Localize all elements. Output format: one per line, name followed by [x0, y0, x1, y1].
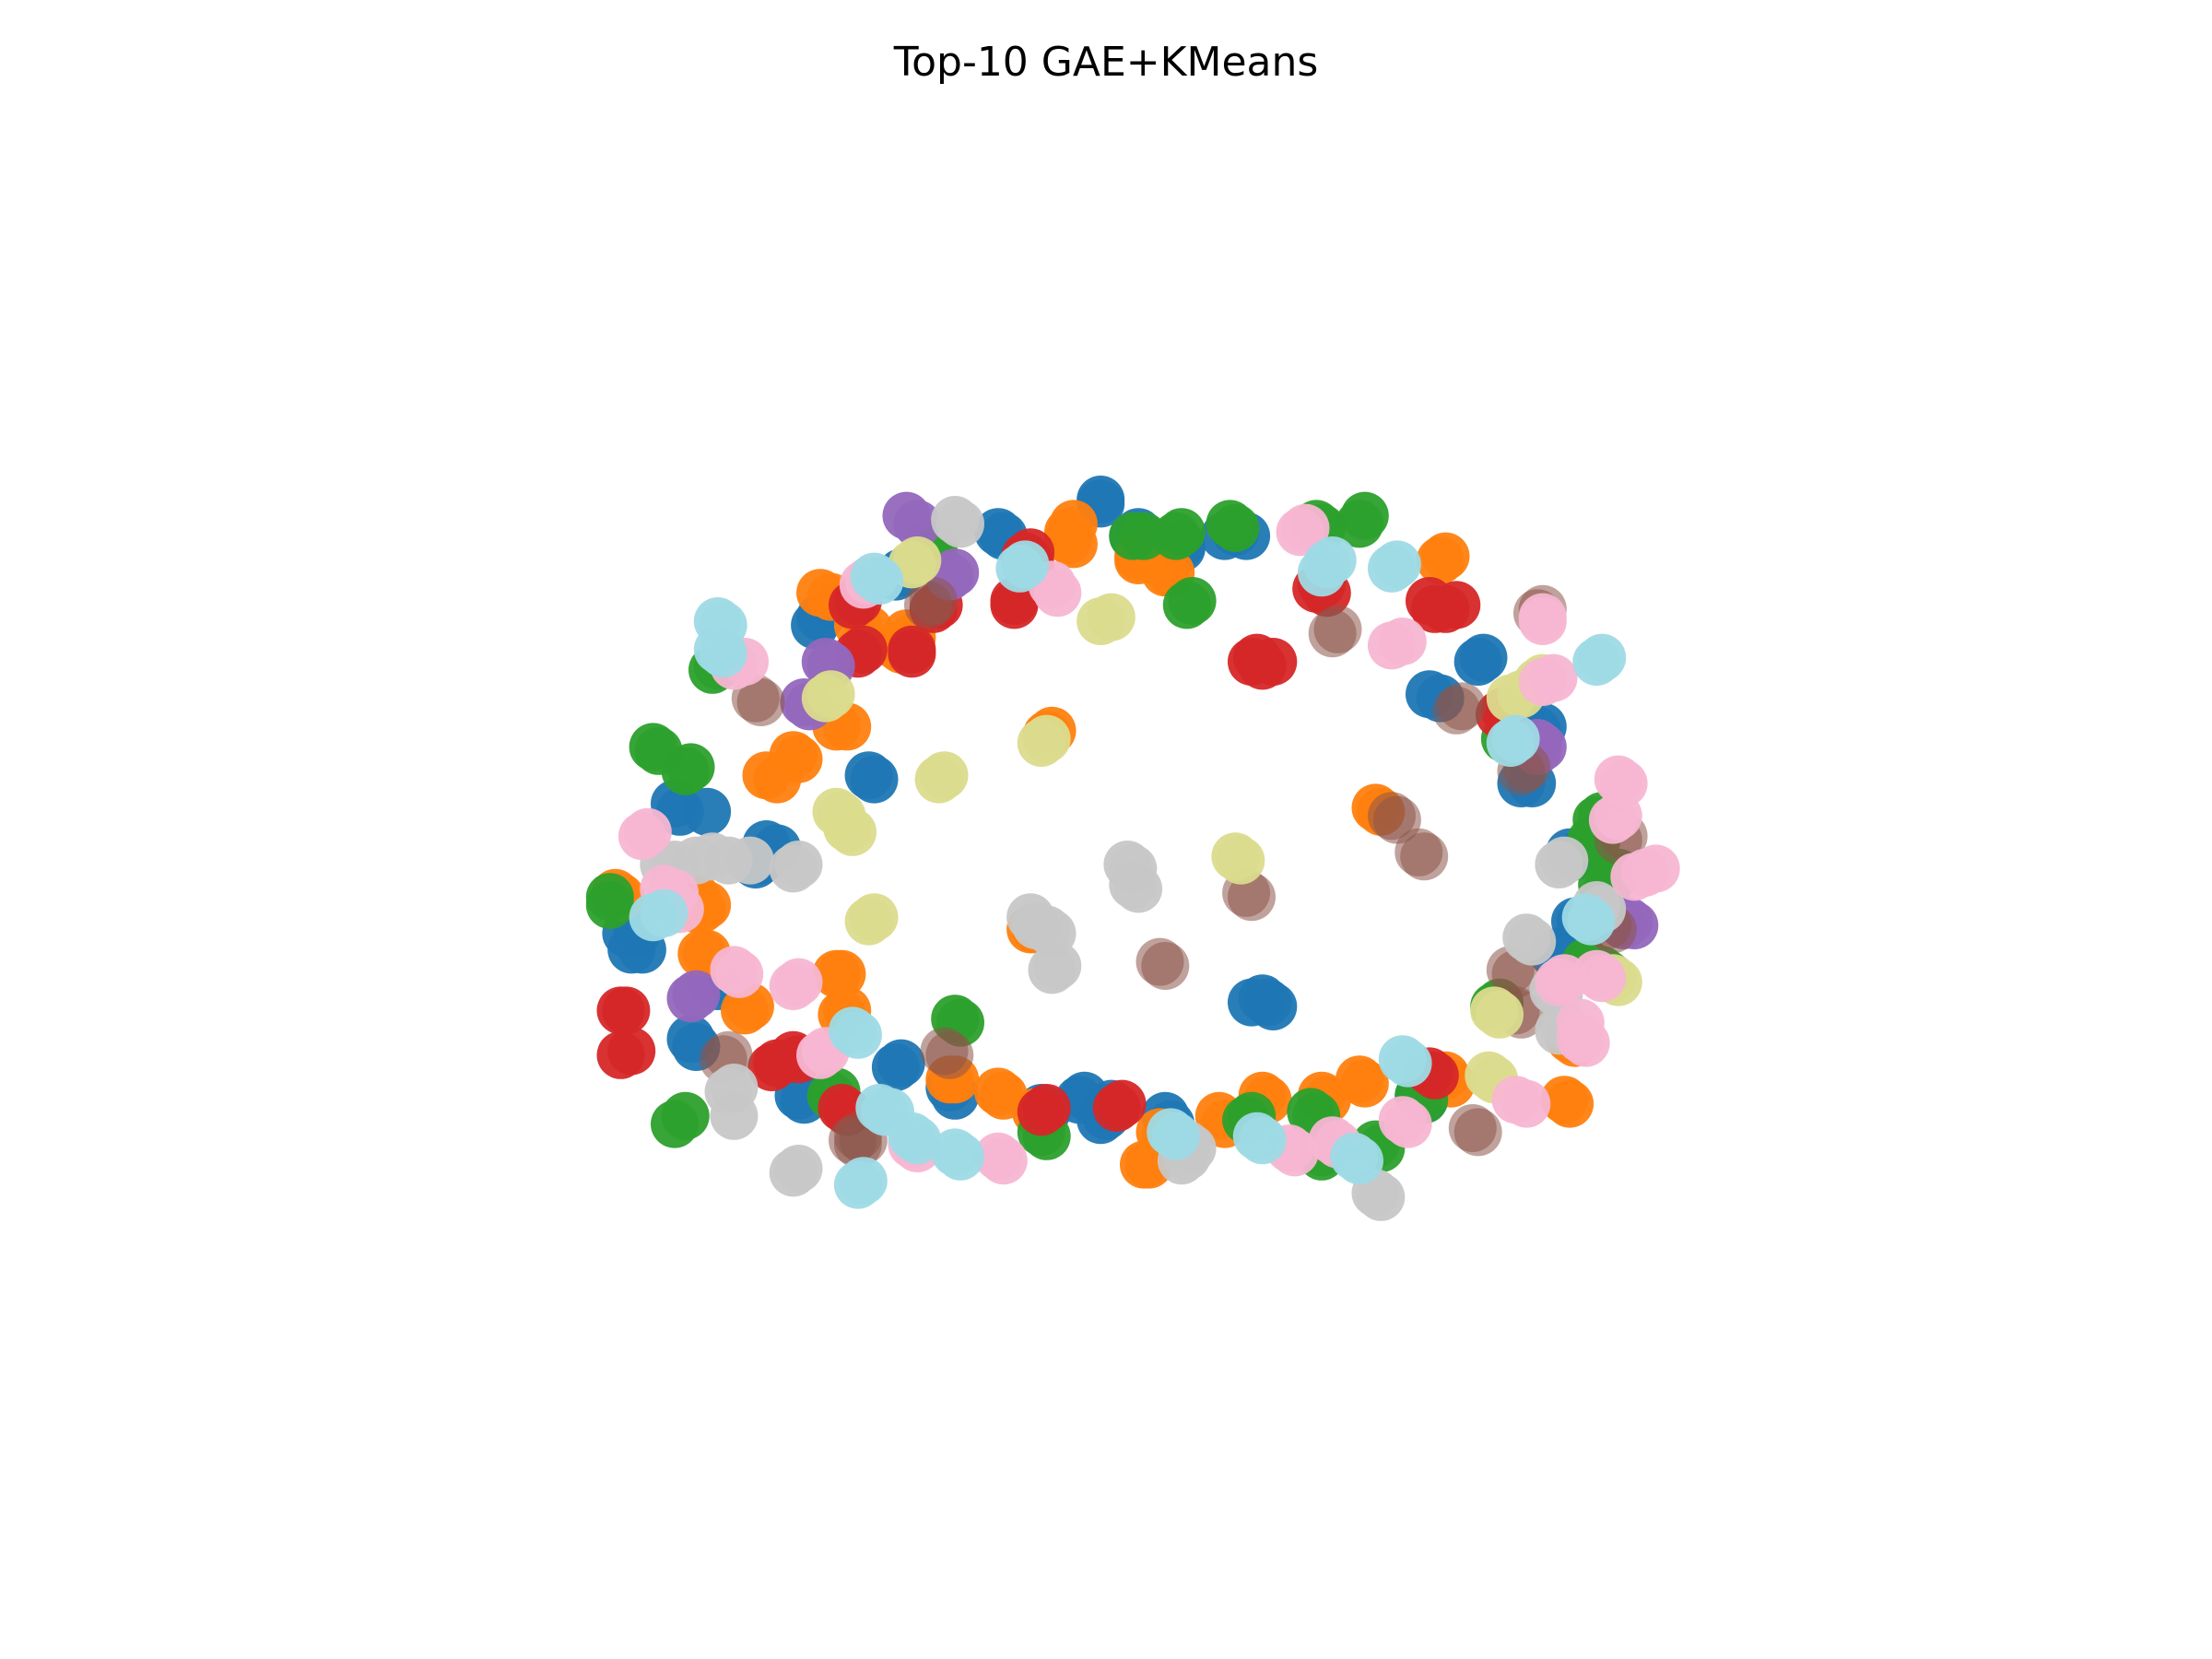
- cluster-9-point: [1578, 633, 1627, 682]
- cluster-8-point: [715, 949, 764, 998]
- cluster-1-point: [1340, 1059, 1389, 1108]
- cluster-2-point: [1211, 503, 1260, 552]
- cluster-8-point: [1383, 1100, 1432, 1148]
- cluster-6-point: [774, 1145, 823, 1193]
- cluster-9-point: [1383, 1039, 1432, 1088]
- cluster-5-point: [1228, 873, 1276, 922]
- cluster-1-point: [1049, 500, 1098, 548]
- cluster-6-point: [936, 500, 984, 548]
- cluster-9-point: [839, 1157, 888, 1206]
- cluster-5-point: [1313, 605, 1362, 653]
- cluster-9-point: [699, 629, 747, 678]
- cluster-5-point: [909, 577, 958, 625]
- cluster-9-point: [893, 1116, 942, 1165]
- cluster-8-point: [979, 1136, 1028, 1185]
- cluster-2-point: [661, 1091, 710, 1140]
- cluster-9-point: [1567, 897, 1616, 946]
- cluster-7-point: [812, 787, 861, 836]
- cluster-6-point: [1540, 836, 1589, 885]
- cluster-6-point: [1114, 865, 1163, 913]
- cluster-1-point: [1546, 1079, 1594, 1128]
- cluster-7-point: [920, 751, 969, 800]
- points-layer: [585, 476, 1680, 1221]
- cluster-3-point: [1410, 584, 1459, 633]
- cluster-4-point: [893, 500, 942, 548]
- cluster-8-point: [1378, 618, 1427, 665]
- cluster-2-point: [1335, 500, 1383, 548]
- cluster-0-point: [1453, 638, 1502, 686]
- cluster-8-point: [1281, 503, 1330, 552]
- cluster-7-point: [850, 893, 899, 942]
- cluster-5-point: [1141, 942, 1190, 990]
- cluster-9-point: [1238, 1116, 1287, 1165]
- cluster-7-point: [1476, 990, 1524, 1039]
- cluster-8-point: [1556, 998, 1605, 1047]
- cluster-9-series: [629, 536, 1627, 1209]
- cluster-6-point: [725, 836, 774, 885]
- cluster-8-point: [1578, 954, 1627, 1003]
- cluster-1-point: [818, 949, 866, 998]
- cluster-1-point: [753, 755, 802, 804]
- cluster-8-point: [623, 807, 672, 856]
- cluster-0-point: [877, 1039, 925, 1088]
- cluster-8-point: [1631, 844, 1680, 893]
- cluster-9-point: [1335, 1136, 1383, 1185]
- cluster-6-point: [710, 1091, 759, 1140]
- cluster-9-point: [1001, 540, 1050, 589]
- cluster-5-point: [1400, 832, 1449, 881]
- cluster-9-point: [833, 1010, 882, 1059]
- cluster-8-point: [1594, 755, 1642, 804]
- cluster-2-point: [1168, 577, 1217, 625]
- cluster-3-point: [1098, 1079, 1147, 1128]
- cluster-0-point: [683, 787, 732, 836]
- cluster-5-series: [699, 577, 1648, 1169]
- cluster-0-point: [1249, 982, 1298, 1030]
- cluster-7-point: [806, 670, 855, 719]
- cluster-7-point: [1217, 836, 1265, 885]
- cluster-7-point: [1022, 714, 1071, 763]
- cluster-5-point: [1432, 686, 1481, 735]
- cluster-8-point: [1535, 958, 1583, 1006]
- cluster-6-point: [1357, 1172, 1406, 1221]
- cluster-9-point: [855, 557, 904, 605]
- cluster-7-point: [1087, 593, 1135, 641]
- cluster-9-point: [1491, 714, 1540, 763]
- cluster-8-point: [774, 958, 823, 1006]
- cluster-8-point: [1529, 653, 1578, 702]
- cluster-6-point: [774, 841, 823, 888]
- cluster-6-point: [1033, 942, 1082, 990]
- cluster-9-point: [1298, 548, 1346, 597]
- cluster-8-point: [1502, 1079, 1551, 1128]
- cluster-9-point: [640, 888, 688, 937]
- cluster-8-point: [1518, 593, 1567, 641]
- cluster-6-point: [1508, 917, 1557, 966]
- cluster-0-point: [850, 755, 899, 804]
- chart-title: Top-10 GAE+KMeans: [893, 39, 1319, 86]
- cluster-2-point: [1157, 508, 1206, 557]
- cluster-3-point: [1022, 1084, 1071, 1132]
- cluster-8-point: [1033, 569, 1082, 618]
- cluster-2-point: [585, 881, 634, 929]
- cluster-5-point: [1453, 1108, 1502, 1157]
- cluster-1-point: [1421, 532, 1470, 581]
- cluster-8-point: [1594, 792, 1642, 841]
- cluster-3-point: [607, 1027, 656, 1076]
- cluster-9-point: [1372, 540, 1421, 589]
- cluster-7-point: [893, 536, 942, 584]
- cluster-2-point: [629, 723, 677, 771]
- cluster-3-point: [602, 986, 651, 1035]
- cluster-3-point: [1249, 638, 1298, 686]
- cluster-5-point: [920, 1027, 969, 1076]
- cluster-9-point: [1152, 1112, 1200, 1160]
- cluster-1-point: [979, 1071, 1028, 1120]
- cluster-4-point: [672, 970, 721, 1018]
- cluster-9-point: [936, 1132, 984, 1181]
- cluster-3-point: [888, 629, 936, 678]
